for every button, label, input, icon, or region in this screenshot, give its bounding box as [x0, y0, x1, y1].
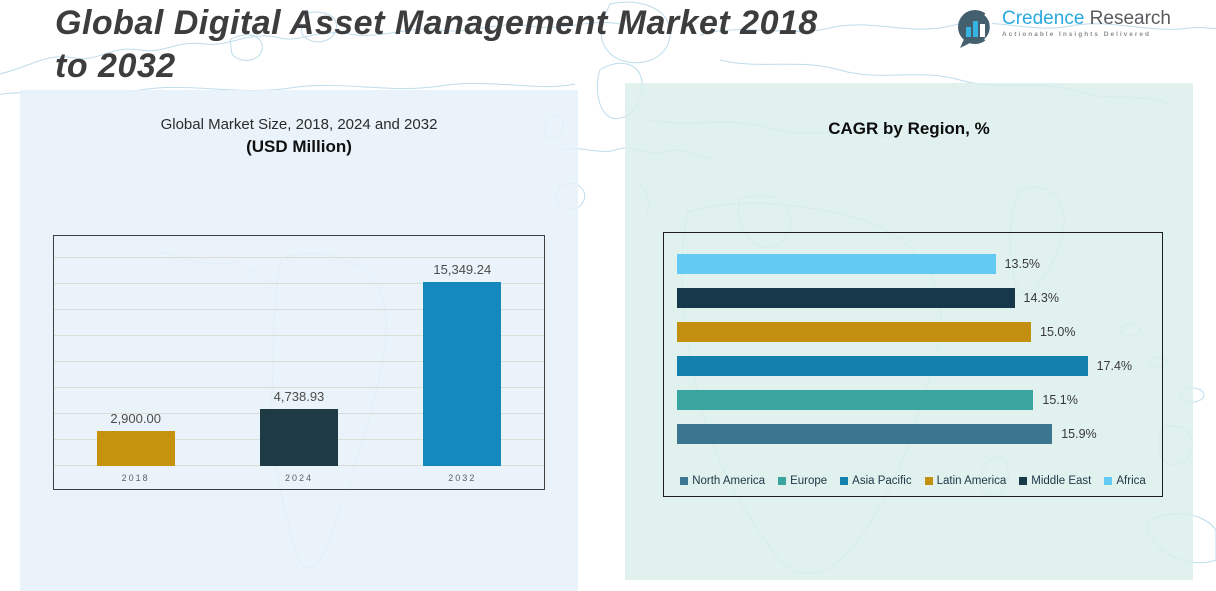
- cagr-row-middle-east: 14.3%: [677, 288, 1158, 308]
- credence-research-logo: Credence Research Actionable Insights De…: [955, 8, 1171, 48]
- bar-2018: [96, 431, 175, 466]
- legend-label-latin-america: Latin America: [936, 475, 1007, 487]
- market-size-x-axis: 2018 2024 2032: [54, 466, 544, 489]
- cagr-bar-latin-america: [677, 322, 1031, 342]
- cagr-value-north-america: 15.9%: [1061, 427, 1097, 441]
- market-size-chart: 2,900.00 4,738.93 15,349.24 2018 2024 2032: [53, 235, 545, 490]
- cagr-row-africa: 13.5%: [677, 254, 1158, 274]
- bar-chart-bubble-icon: [958, 10, 993, 48]
- market-size-title: Global Market Size, 2018, 2024 and 2032: [160, 116, 438, 133]
- bar-value-2024: 4,738.93: [273, 389, 325, 405]
- cagr-row-europe: 15.1%: [677, 390, 1158, 410]
- cagr-bar-middle-east: [677, 288, 1015, 308]
- market-size-subtitle: (USD Million): [246, 137, 352, 156]
- cagr-bar-asia-pacific: [677, 356, 1088, 376]
- market-size-panel: Global Market Size, 2018, 2024 and 2032 …: [20, 90, 578, 591]
- legend-label-north-america: North America: [692, 475, 766, 487]
- cagr-row-north-america: 15.9%: [677, 424, 1158, 444]
- legend-label-middle-east: Middle East: [1031, 475, 1092, 487]
- legend-swatch-asia-pacific: [840, 477, 849, 485]
- cagr-row-latin-america: 15.0%: [677, 322, 1158, 342]
- bar-group-2024: 4,738.93: [259, 389, 338, 466]
- legend-label-africa: Africa: [1116, 475, 1146, 487]
- legend-item-europe: Europe: [778, 475, 827, 487]
- cagr-value-middle-east: 14.3%: [1023, 291, 1059, 305]
- legend-label-europe: Europe: [790, 475, 828, 487]
- cagr-value-africa: 13.5%: [1004, 257, 1041, 271]
- logo-brand: Credence Research: [1002, 8, 1171, 30]
- legend-swatch-north-america: [680, 477, 689, 485]
- legend-swatch-middle-east: [1019, 477, 1028, 485]
- cagr-value-asia-pacific: 17.4%: [1096, 359, 1133, 373]
- cagr-value-latin-america: 15.0%: [1040, 325, 1076, 339]
- logo-text: Credence Research Actionable Insights De…: [1002, 8, 1171, 38]
- logo-brand-secondary: Research: [1089, 8, 1171, 29]
- logo-tagline: Actionable Insights Delivered: [1002, 31, 1152, 38]
- bar-2032: [423, 282, 502, 466]
- x-label-2032: 2032: [448, 472, 477, 483]
- x-label-2024: 2024: [284, 472, 313, 483]
- legend-item-middle-east: Middle East: [1019, 475, 1091, 487]
- bar-2024: [259, 409, 338, 466]
- cagr-legend: North America Europe Asia Pacific Latin Ame…: [664, 475, 1162, 487]
- cagr-chart: 13.5% 14.3% 15.0% 17.4% 15.1% 15.9% North Ame…: [663, 232, 1163, 497]
- legend-swatch-europe: [778, 477, 787, 485]
- x-label-2018: 2018: [121, 472, 150, 483]
- cagr-bar-europe: [677, 390, 1034, 410]
- legend-label-asia-pacific: Asia Pacific: [852, 475, 912, 487]
- cagr-bar-north-america: [677, 424, 1053, 444]
- cagr-row-asia-pacific: 17.4%: [677, 356, 1158, 376]
- page-title: Global Digital Asset Management Market 2…: [55, 2, 818, 88]
- cagr-value-europe: 15.1%: [1042, 393, 1078, 407]
- page-title-line1: Global Digital Asset Management Market 2…: [55, 4, 818, 42]
- legend-item-africa: Africa: [1104, 475, 1146, 487]
- page-title-line2: to 2032: [55, 47, 176, 85]
- bar-group-2018: 2,900.00: [96, 411, 175, 466]
- cagr-title: CAGR by Region, %: [828, 119, 990, 138]
- legend-swatch-latin-america: [924, 477, 933, 485]
- cagr-bar-africa: [677, 254, 996, 274]
- bar-value-2018: 2,900.00: [110, 411, 161, 427]
- bar-group-2032: 15,349.24: [423, 262, 502, 466]
- legend-item-north-america: North America: [680, 475, 765, 487]
- legend-item-latin-america: Latin America: [924, 475, 1007, 487]
- legend-swatch-africa: [1104, 477, 1113, 485]
- market-size-plot: 2,900.00 4,738.93 15,349.24: [54, 236, 544, 466]
- legend-item-asia-pacific: Asia Pacific: [840, 475, 912, 487]
- bar-value-2032: 15,349.24: [433, 262, 492, 277]
- logo-brand-primary: Credence: [1002, 8, 1085, 29]
- cagr-bars: 13.5% 14.3% 15.0% 17.4% 15.1% 15.9%: [677, 254, 1158, 458]
- cagr-panel: CAGR by Region, % 13.5% 14.3% 15.0% 17.4% 15…: [625, 83, 1193, 580]
